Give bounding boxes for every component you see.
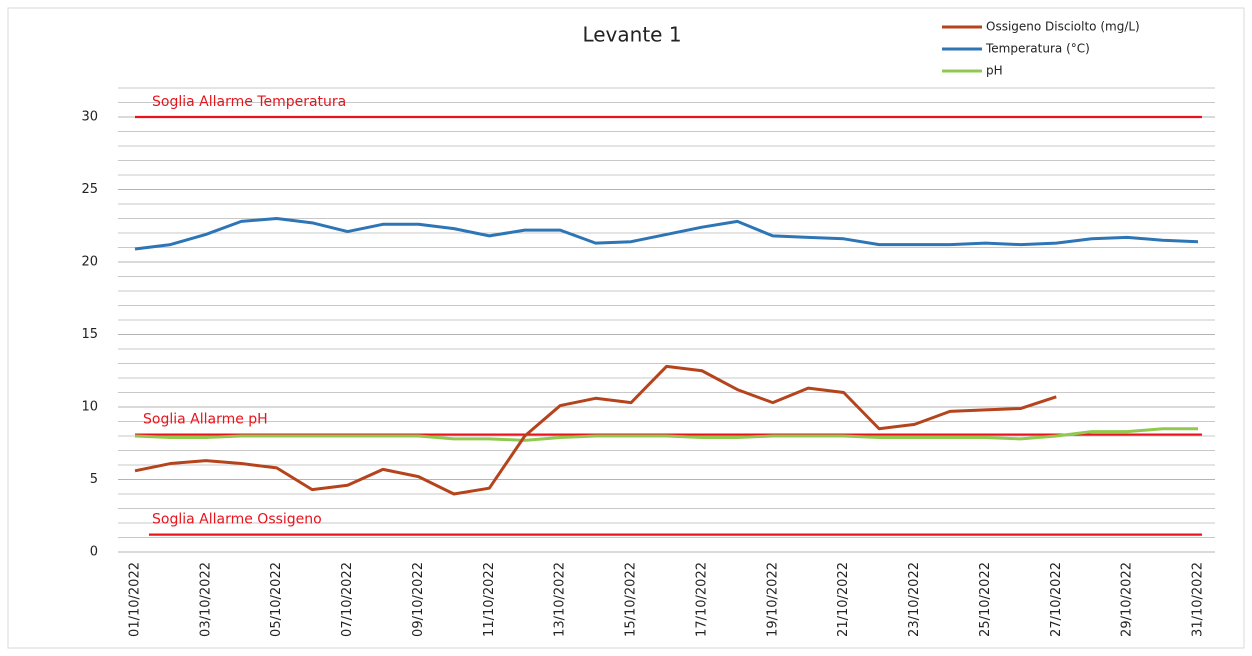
x-tick-label: 01/10/2022: [128, 562, 143, 637]
y-tick-label: 10: [81, 400, 98, 415]
legend: Ossigeno Disciolto (mg/L) Temperatura (°C…: [942, 20, 1140, 78]
y-tick-label: 20: [81, 255, 98, 270]
x-tick-label: 25/10/2022: [978, 562, 993, 637]
y-tick-label: 15: [81, 327, 98, 342]
y-tick-label: 5: [90, 472, 98, 487]
x-tick-label: 07/10/2022: [340, 562, 355, 637]
chart-frame: [7, 7, 1245, 649]
x-tick-label: 15/10/2022: [624, 562, 639, 637]
series-line: [134, 364, 1057, 496]
legend-label: pH: [986, 64, 1003, 78]
x-tick-label: 17/10/2022: [694, 562, 709, 637]
x-tick-label: 09/10/2022: [411, 562, 426, 637]
x-tick-label: 31/10/2022: [1191, 562, 1206, 637]
x-tick-label: 23/10/2022: [907, 562, 922, 637]
x-tick-label: 27/10/2022: [1049, 562, 1064, 637]
threshold-label: Soglia Allarme Temperatura: [152, 94, 346, 110]
chart-title: Levante 1: [582, 23, 681, 47]
x-tick-label: 19/10/2022: [765, 562, 780, 637]
threshold-label: Soglia Allarme pH: [143, 412, 268, 428]
x-tick-label: 13/10/2022: [553, 562, 568, 637]
legend-label: Ossigeno Disciolto (mg/L): [986, 20, 1140, 34]
x-tick-label: 29/10/2022: [1120, 562, 1135, 637]
x-tick-label: 21/10/2022: [836, 562, 851, 637]
series-line: [134, 427, 1198, 442]
x-tick-label: 03/10/2022: [198, 562, 213, 637]
series-line: [134, 217, 1199, 251]
y-tick-label: 30: [81, 110, 98, 125]
y-tick-label: 25: [81, 182, 98, 197]
x-tick-label: 11/10/2022: [482, 562, 497, 637]
y-tick-label: 0: [90, 545, 98, 560]
threshold-label: Soglia Allarme Ossigeno: [152, 512, 322, 528]
legend-label: Temperatura (°C): [985, 42, 1090, 56]
x-tick-label: 05/10/2022: [269, 562, 284, 637]
